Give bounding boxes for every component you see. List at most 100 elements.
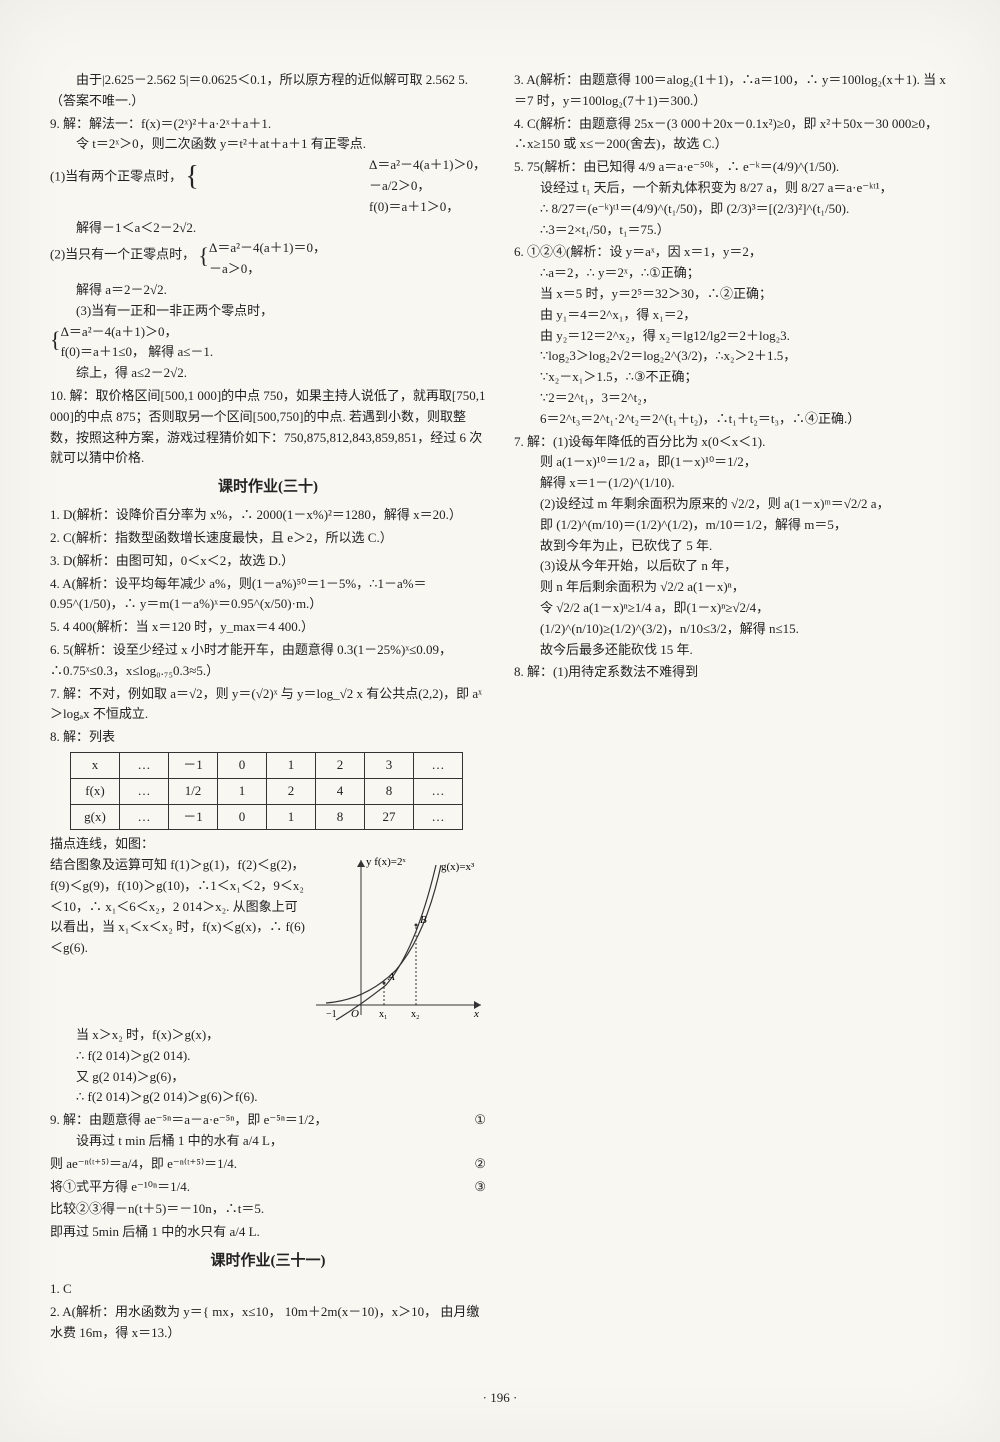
q9-case1-row: (1)当有两个正零点时， { Δ＝a²－4(a＋1)＞0， －a/2＞0， f(… <box>50 155 486 217</box>
b6-l3: 当 x＝5 时，y＝2⁵＝32＞30，∴②正确； <box>514 284 950 305</box>
q9b: 9. 解：由题意得 ae⁻⁵ⁿ＝a－a·e⁻⁵ⁿ，即 e⁻⁵ⁿ＝1/2， ① 设… <box>50 1110 486 1152</box>
graph-label-neg1: −1 <box>326 1009 337 1020</box>
a8-table: x … －1 0 1 2 3 … f(x) … 1/2 1 2 4 8 … g(… <box>70 752 463 830</box>
b6-l2: ∴a＝2，∴ y＝2ˣ，∴①正确； <box>514 263 950 284</box>
b7-l9: 令 √2/2 a(1－x)ⁿ≥1/4 a，即(1－x)ⁿ≥√2/4， <box>514 598 950 619</box>
b6-l6: ∵log₂3＞log₂2√2＝log₂2^(3/2)，∴x₂＞2＋1.5， <box>514 346 950 367</box>
graph-label-g: g(x)=x³ <box>441 861 475 873</box>
q9-case3: (3)当有一正和一非正两个零点时， <box>50 301 486 322</box>
graph-label-B: B <box>420 914 427 926</box>
q9-sum: 综上，得 a≤2－2√2. <box>50 363 486 384</box>
b5: 5. 75(解析：由已知得 4/9 a＝a·e⁻⁵⁰ᵏ，∴ e⁻ᵏ＝(4/9)^… <box>514 157 950 240</box>
a8-l3: 当 x＞x₂ 时，f(x)＞g(x)， <box>50 1025 486 1046</box>
r2: 将①式平方得 e⁻¹⁰ⁿ＝1/4. <box>50 1179 190 1194</box>
graph-label-O: O <box>351 1008 359 1020</box>
b7-l3: 解得 x＝1－(1/2)^(1/10). <box>514 473 950 494</box>
b7: 7. 解：(1)设每年降低的百分比为 x(0＜x＜1). 则 a(1－x)¹⁰＝… <box>514 432 950 661</box>
q9-sys2a: Δ＝a²－4(a＋1)＝0， <box>209 238 326 259</box>
b6: 6. ①②④(解析：设 y＝aˣ，因 x＝1，y＝2， ∴a＝2，∴ y＝2ˣ，… <box>514 242 950 429</box>
q9b-l2: 设再过 t min 后桶 1 中的水有 a/4 L， <box>50 1131 486 1152</box>
b6-l1: 6. ①②④(解析：设 y＝aˣ，因 x＝1，y＝2， <box>514 242 950 263</box>
graph-label-x: x <box>473 1008 479 1020</box>
a8: 8. 解：列表 x … －1 0 1 2 3 … f(x) … 1/2 1 2 … <box>50 727 486 1108</box>
graph-label-f: y f(x)=2ˣ <box>366 856 406 868</box>
q9-sys2b: －a＞0， <box>209 259 326 280</box>
b5-l2: 设经过 t₁ 天后，一个新丸体积变为 8/27 a，则 8/27 a＝a·e⁻ᵏ… <box>514 178 950 199</box>
a8-graph: y f(x)=2ˣ g(x)=x³ A B O x₁ x₂ −1 x <box>306 855 486 1025</box>
r2-block: 将①式平方得 e⁻¹⁰ⁿ＝1/4. ③ <box>50 1177 486 1198</box>
q9-line: 令 t＝2ˣ＞0，则二次函数 y＝t²＋at＋a＋1 有正零点. <box>50 134 486 155</box>
q9-case2-row: (2)当只有一个正零点时， { Δ＝a²－4(a＋1)＝0， －a＞0， <box>50 238 486 280</box>
q9-sys1a: Δ＝a²－4(a＋1)＞0， <box>369 155 486 176</box>
b7-l5: 即 (1/2)^(m/10)＝(1/2)^(1/2)，m/10＝1/2，解得 m… <box>514 515 950 536</box>
q9-sys3c: 解得 a≤－1. <box>148 344 213 359</box>
b7-l7: (3)设从今年开始，以后砍了 n 年， <box>514 556 950 577</box>
a3: 3. D(解析：由图可知，0＜x＜2，故选 D.） <box>50 551 486 572</box>
q9b-l1: 9. 解：由题意得 ae⁻⁵ⁿ＝a－a·e⁻⁵ⁿ，即 e⁻⁵ⁿ＝1/2， <box>50 1112 328 1127</box>
q10: 10. 解：取价格区间[500,1 000]的中点 750，如果主持人说低了，就… <box>50 386 486 469</box>
eq-marker-2: ② <box>474 1154 486 1175</box>
q9-case3-row: { Δ＝a²－4(a＋1)＞0， f(0)＝a＋1≤0， 解得 a≤－1. <box>50 322 486 364</box>
a8-l6: ∴ f(2 014)＞g(2 014)＞g(6)＞f(6). <box>50 1087 486 1108</box>
graph-svg: y f(x)=2ˣ g(x)=x³ A B O x₁ x₂ −1 x <box>306 855 486 1025</box>
table-row: f(x) … 1/2 1 2 4 8 … <box>71 778 463 804</box>
b6-l9: 6＝2^t₃＝2^t₁·2^t₂＝2^(t₁＋t₂)，∴t₁＋t₂＝t₃，∴④正… <box>514 409 950 430</box>
title-31: 课时作业(三十一) <box>50 1249 486 1273</box>
q9-sys3a: Δ＝a²－4(a＋1)＞0， <box>61 322 214 343</box>
q9-head: 9. 解：解法一：f(x)＝(2ˣ)²＋a·2ˣ＋a＋1. <box>50 114 486 135</box>
q9-sys3b: f(0)＝a＋1≤0， <box>61 344 145 359</box>
b3: 3. A(解析：由题意得 100＝alog₂(1＋1)，∴a＝100，∴ y＝1… <box>514 70 950 112</box>
r3: 比较②③得－n(t＋5)＝－10n，∴t＝5. <box>50 1199 486 1220</box>
graph-label-x1: x₁ <box>379 1009 388 1020</box>
b5-l1: 5. 75(解析：由已知得 4/9 a＝a·e⁻⁵⁰ᵏ，∴ e⁻ᵏ＝(4/9)^… <box>514 157 950 178</box>
b7-l1: 7. 解：(1)设每年降低的百分比为 x(0＜x＜1). <box>514 432 950 453</box>
b7-l8: 则 n 年后剩余面积为 √2/2 a(1－x)ⁿ， <box>514 577 950 598</box>
eq-marker-1: ① <box>474 1110 486 1131</box>
a1: 1. D(解析：设降价百分率为 x%，∴ 2000(1－x%)²＝1280，解得… <box>50 505 486 526</box>
page-number: · 196 · <box>50 1388 950 1409</box>
eq-marker-3: ③ <box>474 1177 486 1198</box>
r1-block: 则 ae⁻ⁿ⁽ᵗ⁺⁵⁾＝a/4，即 e⁻ⁿ⁽ᵗ⁺⁵⁾＝1/4. ② <box>50 1154 486 1175</box>
q9-res2: 解得 a＝2－2√2. <box>50 280 486 301</box>
a7: 7. 解：不对，例如取 a＝√2，则 y＝(√2)ˣ 与 y＝log_√2 x … <box>50 684 486 726</box>
r4: 即再过 5min 后桶 1 中的水只有 a/4 L. <box>50 1222 486 1243</box>
b8: 8. 解：(1)用待定系数法不难得到 <box>514 662 950 683</box>
q9: 9. 解：解法一：f(x)＝(2ˣ)²＋a·2ˣ＋a＋1. 令 t＝2ˣ＞0，则… <box>50 114 486 384</box>
a8-head: 8. 解：列表 <box>50 727 486 748</box>
a6: 6. 5(解析：设至少经过 x 小时才能开车，由题意得 0.3(1－25%)ˣ≤… <box>50 640 486 682</box>
b6-l5: 由 y₂＝12＝2^x₂，得 x₂＝lg12/lg2＝2＋log₂3. <box>514 326 950 347</box>
table-row: g(x) … －1 0 1 8 27 … <box>71 804 463 830</box>
q9-case1: (1)当有两个正零点时， <box>50 169 182 184</box>
page: 由于|2.625－2.562 5|＝0.0625＜0.1，所以原方程的近似解可取… <box>0 0 1000 1442</box>
a8-l2: 结合图象及运算可知 f(1)＞g(1)，f(2)＜g(2)，f(9)＜g(9)，… <box>50 855 306 959</box>
a8-text-graph-row: 结合图象及运算可知 f(1)＞g(1)，f(2)＜g(2)，f(9)＜g(9)，… <box>50 855 486 1025</box>
a8-l4: ∴ f(2 014)＞g(2 014). <box>50 1046 486 1067</box>
b2: 2. A(解析：用水函数为 y＝{ mx，x≤10， 10m＋2m(x－10)，… <box>50 1302 486 1344</box>
a4: 4. A(解析：设平均每年减少 a%，则(1－a%)⁵⁰＝1－5%，∴1－a%＝… <box>50 574 486 616</box>
b6-l4: 由 y₁＝4＝2^x₁，得 x₁＝2， <box>514 305 950 326</box>
b1: 1. C <box>50 1279 486 1300</box>
a5: 5. 4 400(解析：当 x＝120 时，y_max＝4 400.） <box>50 617 486 638</box>
a2: 2. C(解析：指数型函数增长速度最快，且 e＞2，所以选 C.） <box>50 528 486 549</box>
b5-l3: ∴ 8/27＝(e⁻ᵏ)ᵗ¹＝(4/9)^(t₁/50)，即 (2/3)³＝[(… <box>514 199 950 220</box>
b7-l10: (1/2)^(n/10)≥(1/2)^(3/2)，n/10≤3/2，解得 n≤1… <box>514 619 950 640</box>
graph-label-x2: x₂ <box>411 1009 420 1020</box>
q9-res1: 解得－1＜a＜2－2√2. <box>50 218 486 239</box>
q9-sys1c: f(0)＝a＋1＞0， <box>369 197 486 218</box>
b7-l6: 故到今年为止，已砍伐了 5 年. <box>514 536 950 557</box>
b7-l4: (2)设经过 m 年剩余面积为原来的 √2/2，则 a(1－x)ᵐ＝√2/2 a… <box>514 494 950 515</box>
b6-l8: ∵2＝2^t₁，3＝2^t₂， <box>514 388 950 409</box>
b6-l7: ∵x₂－x₁＞1.5，∴③不正确； <box>514 367 950 388</box>
two-column-body: 由于|2.625－2.562 5|＝0.0625＜0.1，所以原方程的近似解可取… <box>50 70 950 1380</box>
b5-l4: ∴3＝2×t₁/50，t₁＝75.） <box>514 220 950 241</box>
table-row: x … －1 0 1 2 3 … <box>71 752 463 778</box>
r1: 则 ae⁻ⁿ⁽ᵗ⁺⁵⁾＝a/4，即 e⁻ⁿ⁽ᵗ⁺⁵⁾＝1/4. <box>50 1156 237 1171</box>
b7-l11: 故今后最多还能砍伐 15 年. <box>514 640 950 661</box>
title-30: 课时作业(三十) <box>50 475 486 499</box>
q9-sys1b: －a/2＞0， <box>369 176 486 197</box>
a8-l1: 描点连线，如图： <box>50 834 486 855</box>
para-prelude: 由于|2.625－2.562 5|＝0.0625＜0.1，所以原方程的近似解可取… <box>50 70 486 112</box>
q9-case2: (2)当只有一个正零点时， <box>50 247 195 262</box>
b4: 4. C(解析：由题意得 25x－(3 000＋20x－0.1x²)≥0，即 x… <box>514 114 950 156</box>
graph-label-A: A <box>387 971 395 983</box>
